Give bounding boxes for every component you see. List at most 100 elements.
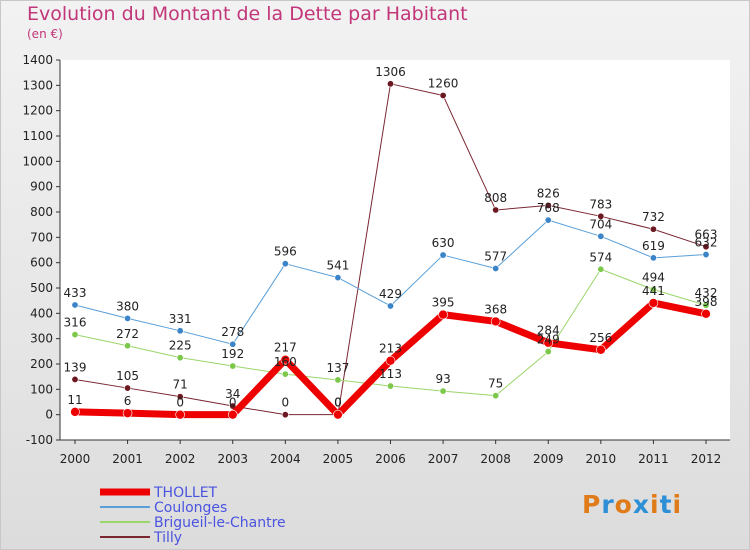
data-point-brigueil-le-chantre [544,348,552,356]
legend-label-brigueil-le-chantre: Brigueil-le-Chantre [154,515,286,531]
x-tick-label: 2009 [533,452,564,466]
data-point-brigueil-le-chantre [597,265,605,273]
data-label-coulonges: 630 [432,236,455,250]
x-tick-label: 2006 [375,452,406,466]
x-tick-label: 2007 [428,452,459,466]
logo-letter: o [614,490,633,519]
y-tick-label: 800 [30,205,53,219]
data-point-tilly [229,402,237,410]
data-label-coulonges: 577 [484,249,507,263]
x-tick-label: 2004 [270,452,301,466]
data-label-tilly: 0 [334,396,342,410]
data-label-tilly: 139 [64,360,87,374]
legend-label-thollet: THOLLET [153,485,218,501]
x-tick-label: 2001 [112,452,143,466]
data-label-coulonges: 541 [326,259,349,273]
data-point-thollet [648,298,659,308]
data-point-tilly [439,91,447,99]
x-tick-label: 2008 [480,452,511,466]
data-label-brigueil-le-chantre: 272 [116,327,139,341]
logo-letter: i [672,490,683,519]
chart-subtitle: (en €) [27,27,63,41]
data-label-tilly: 71 [173,378,188,392]
data-label-brigueil-le-chantre: 93 [435,372,450,386]
data-label-tilly: 826 [537,186,560,200]
data-point-tilly [71,375,79,383]
data-label-coulonges: 704 [589,217,612,231]
y-tick-label: 200 [30,357,53,371]
data-label-tilly: 1260 [428,76,459,90]
data-label-thollet: 368 [484,302,507,316]
data-label-coulonges: 331 [169,312,192,326]
y-tick-label: 700 [30,230,53,244]
x-tick-label: 2000 [60,452,91,466]
data-label-brigueil-le-chantre: 225 [169,339,192,353]
x-tick-label: 2011 [638,452,669,466]
logo-letter: t [659,490,673,519]
data-label-tilly: 105 [116,369,139,383]
data-point-tilly [702,243,710,251]
data-label-coulonges: 380 [116,299,139,313]
data-point-coulonges [334,274,342,282]
data-point-brigueil-le-chantre [71,331,79,339]
data-point-brigueil-le-chantre [281,370,289,378]
data-point-coulonges [649,254,657,262]
data-label-brigueil-le-chantre: 75 [488,377,503,391]
data-point-thollet [385,355,396,366]
data-label-brigueil-le-chantre: 192 [221,347,244,361]
y-tick-label: 600 [30,256,53,270]
y-tick-label: 1000 [22,154,53,168]
y-tick-label: -100 [26,433,53,447]
x-tick-label: 2003 [217,452,248,466]
data-point-brigueil-le-chantre [649,286,657,294]
data-label-coulonges: 429 [379,287,402,301]
data-point-coulonges [597,232,605,240]
y-tick-label: 400 [30,306,53,320]
data-point-thollet [227,409,238,420]
data-point-thollet [333,409,343,420]
y-tick-label: 100 [30,382,53,396]
data-label-brigueil-le-chantre: 137 [326,361,349,375]
data-label-coulonges: 768 [537,201,560,215]
data-point-thollet [543,337,554,348]
data-label-thollet: 256 [589,331,612,345]
data-point-brigueil-le-chantre [229,362,237,370]
data-point-thollet [701,309,711,319]
x-tick-label: 2002 [165,452,196,466]
data-label-thollet: 217 [274,341,297,355]
legend-label-tilly: Tilly [153,530,182,546]
data-label-brigueil-le-chantre: 160 [274,355,297,369]
chart-title: Evolution du Montant de la Dette par Hab… [27,3,468,25]
data-point-tilly [597,212,605,220]
y-tick-label: 1400 [22,53,53,67]
data-label-coulonges: 278 [221,325,244,339]
data-label-coulonges: 596 [274,245,297,259]
data-label-thollet: 284 [537,324,560,338]
data-point-coulonges [124,314,132,322]
data-label-thollet: 11 [67,393,82,407]
data-label-tilly: 663 [695,228,718,242]
data-label-thollet: 441 [642,284,665,298]
data-label-brigueil-le-chantre: 316 [64,316,87,330]
data-label-tilly: 783 [589,197,612,211]
data-label-brigueil-le-chantre: 574 [589,250,612,264]
data-point-coulonges [492,264,500,272]
data-point-coulonges [71,301,79,309]
proxiti-logo: Proxiti [582,490,682,519]
data-label-coulonges: 619 [642,239,665,253]
y-tick-label: 500 [30,281,53,295]
data-point-tilly [649,225,657,233]
data-label-brigueil-le-chantre: 249 [537,333,560,347]
y-tick-label: 0 [45,408,53,422]
data-point-coulonges [544,216,552,224]
data-label-thollet: 0 [334,396,342,410]
data-label-thollet: 0 [229,396,237,410]
data-point-thollet [438,309,448,320]
data-label-thollet: 213 [379,342,402,356]
data-point-brigueil-le-chantre [334,376,342,384]
x-tick-label: 2010 [586,452,617,466]
data-label-brigueil-le-chantre: 494 [642,271,665,285]
y-tick-label: 1300 [22,78,53,92]
logo-letter: P [582,490,602,519]
